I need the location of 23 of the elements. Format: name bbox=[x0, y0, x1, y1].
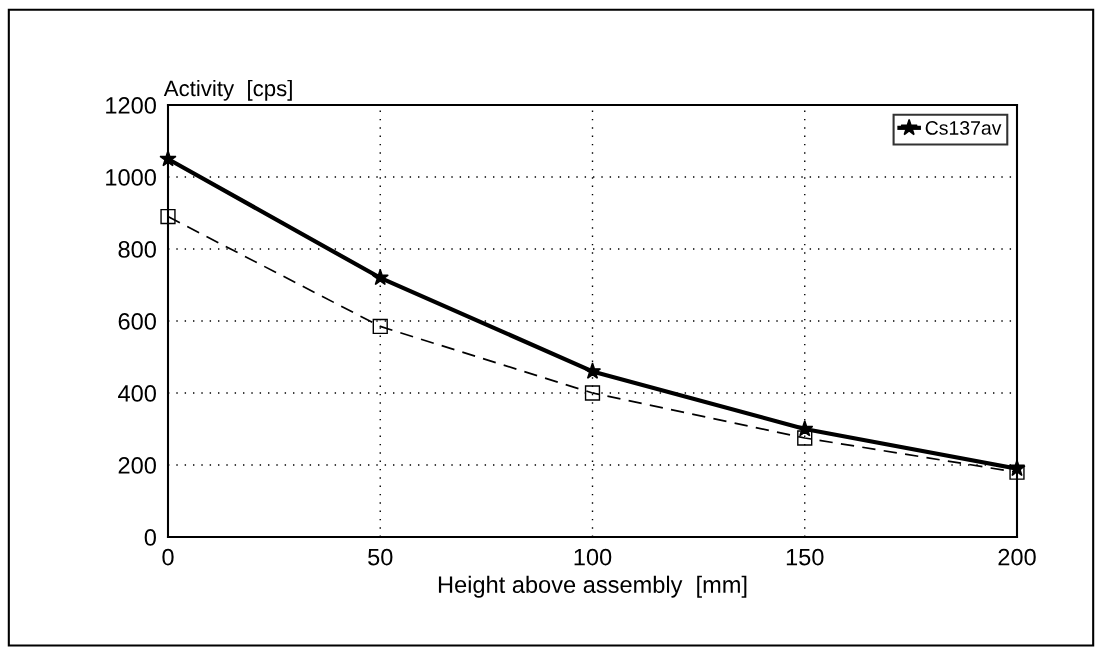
x-tick-label: 200 bbox=[998, 548, 1036, 566]
y-tick-label: 800 bbox=[118, 241, 156, 258]
y-tick-label: 0 bbox=[144, 529, 156, 546]
y-tick-label: 1000 bbox=[106, 169, 156, 186]
point bbox=[584, 385, 601, 401]
x-tick-label: 150 bbox=[786, 548, 824, 566]
y-axis-title: Activity [cps] bbox=[163, 79, 292, 101]
point bbox=[1009, 464, 1025, 480]
point bbox=[159, 149, 177, 167]
x-tick-label: 100 bbox=[574, 548, 612, 566]
legend-label: Cs137av bbox=[925, 121, 1002, 135]
point bbox=[160, 208, 176, 225]
y-tick-label: 400 bbox=[118, 385, 156, 402]
y-tick-label: 1200 bbox=[106, 97, 156, 114]
x-tick-label: 50 bbox=[368, 548, 393, 566]
x-axis-title: Height above assembly [mm] bbox=[438, 575, 747, 598]
point bbox=[797, 430, 813, 446]
y-tick-label: 200 bbox=[118, 457, 156, 474]
point bbox=[583, 362, 602, 379]
point bbox=[372, 318, 388, 335]
point bbox=[371, 268, 389, 286]
x-tick-label: 0 bbox=[162, 548, 174, 566]
y-tick-label: 600 bbox=[118, 313, 156, 330]
